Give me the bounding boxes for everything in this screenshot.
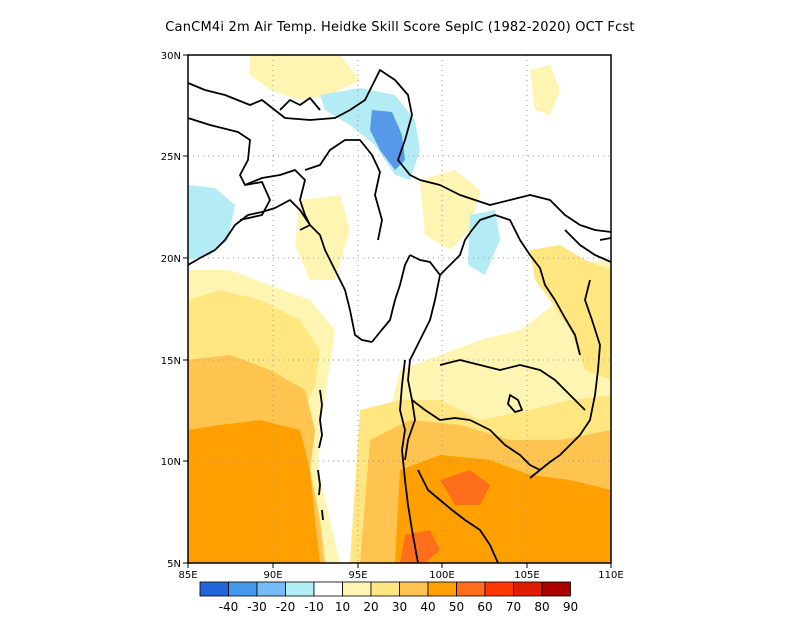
- lon-label-110e: 110E: [598, 570, 623, 581]
- colorbar-swatch: [313, 581, 343, 597]
- colorbar-label: 20: [363, 600, 378, 614]
- lat-label-10n: 10N: [161, 457, 181, 468]
- colorbar-swatch: [370, 581, 400, 597]
- lat-label-30n: 30N: [161, 51, 181, 62]
- china-border: [419, 179, 611, 233]
- colorbar-swatch: [513, 581, 543, 597]
- colorbar-label: -20: [276, 600, 296, 614]
- hainan-island: [599, 237, 611, 241]
- colorbar-label: 80: [534, 600, 549, 614]
- lon-label-105e: 105E: [514, 570, 539, 581]
- myanmar-coast: [371, 254, 411, 343]
- lon-label-85e: 85E: [178, 570, 197, 581]
- red-orange-hotspot: [440, 470, 490, 505]
- yellow-light-north: [250, 55, 360, 100]
- lon-labels: 85E 90E 95E 100E 105E 110E: [178, 570, 623, 581]
- grid-lines: [188, 55, 611, 563]
- lon-label-95e: 95E: [348, 570, 367, 581]
- colorbar-swatch: [228, 581, 258, 597]
- india-northeast: [304, 139, 383, 241]
- bhutan-border: [279, 97, 321, 111]
- blue-strong-north: [370, 110, 405, 170]
- yellow-light-ne-patch: [530, 65, 560, 115]
- map-title: CanCM4i 2m Air Temp. Heidke Skill Score …: [165, 20, 635, 35]
- red-orange-south-patch: [400, 530, 440, 563]
- colorbar-label: -30: [247, 600, 267, 614]
- colorbar-label: 60: [477, 600, 492, 614]
- lon-label-100e: 100E: [429, 570, 454, 581]
- colorbar-swatch: [541, 581, 571, 597]
- lat-label-20n: 20N: [161, 254, 181, 265]
- colorbar-swatch: [427, 581, 457, 597]
- colorbar-label: -10: [304, 600, 324, 614]
- colorbar-label: 70: [506, 600, 521, 614]
- yellow-light-east-band: [420, 170, 480, 250]
- yellow-east-coast: [530, 245, 611, 380]
- andaman-islands: [318, 389, 323, 449]
- colorbar-label: -40: [219, 600, 239, 614]
- coastlines-borders: [188, 69, 611, 563]
- axis-ticks: [183, 54, 612, 568]
- colorbar-swatch: [256, 581, 286, 597]
- colorbar-swatch: [199, 581, 229, 597]
- tonle-sap-lake: [507, 394, 523, 413]
- colorbar: -40 -30 -20 -10 10 20 30 40 50 60 70 80 90: [199, 581, 578, 614]
- malay-peninsula-coast: [417, 469, 499, 563]
- lat-label-5n: 5N: [167, 559, 181, 570]
- colorbar-label: 40: [420, 600, 435, 614]
- colorbar-label: 90: [563, 600, 578, 614]
- bay-of-bengal-coast-west: [188, 199, 373, 343]
- lat-labels: 5N 10N 15N 20N 25N 30N: [161, 51, 181, 570]
- yellow-light-central: [295, 195, 350, 280]
- colorbar-label: 30: [392, 600, 407, 614]
- plot-frame: [187, 54, 612, 564]
- himalaya-border: [188, 69, 421, 181]
- shaded-field: [188, 55, 611, 563]
- colorbar-label: 10: [335, 600, 350, 614]
- colorbar-label: 50: [449, 600, 464, 614]
- nepal-border: [188, 117, 271, 221]
- colorbar-swatch: [456, 581, 486, 597]
- laos-border-north: [439, 214, 581, 356]
- vietnam-coast: [529, 229, 611, 479]
- nicobar-islands: [317, 469, 324, 521]
- lat-label-25n: 25N: [161, 152, 181, 163]
- colorbar-swatch: [285, 581, 315, 597]
- colorbar-swatch: [399, 581, 429, 597]
- orange-southwest: [188, 420, 320, 563]
- colorbar-swatch: [484, 581, 514, 597]
- lat-label-15n: 15N: [161, 356, 181, 367]
- myanmar-thailand-border: [404, 254, 441, 461]
- colorbar-swatch: [342, 581, 372, 597]
- thailand-cambodia-border: [439, 359, 586, 411]
- gulf-of-thailand-coast: [411, 399, 471, 421]
- lon-label-90e: 90E: [263, 570, 282, 581]
- cambodia-coast: [469, 419, 541, 471]
- tenasserim-coast: [399, 359, 419, 563]
